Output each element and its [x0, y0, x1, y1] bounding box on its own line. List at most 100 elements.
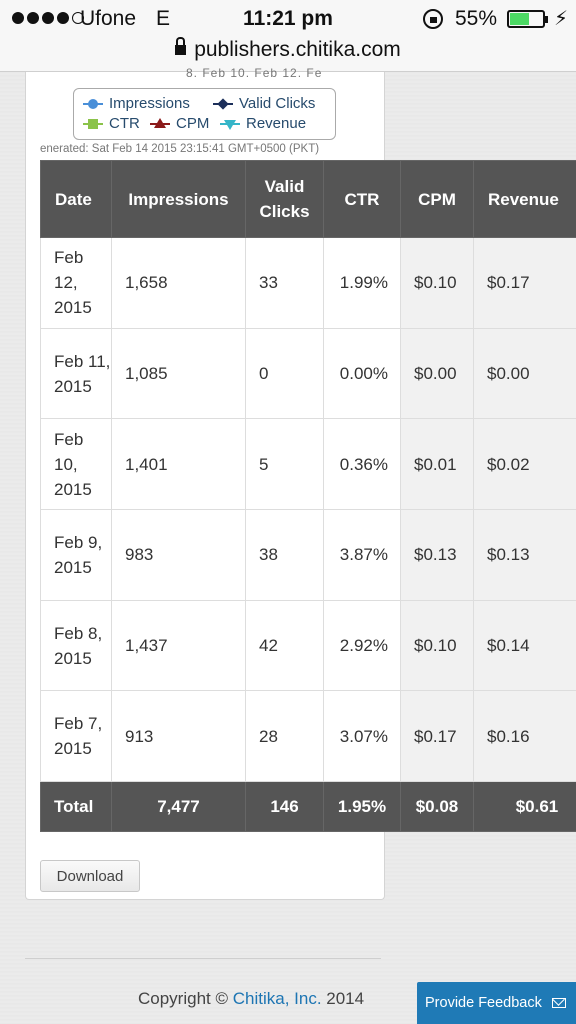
cell-revenue: $0.13 — [473, 509, 576, 601]
footer-divider — [25, 958, 381, 959]
cell-cpm: $0.10 — [400, 237, 474, 329]
total-valid-clicks: 146 — [245, 781, 324, 833]
legend-item-ctr[interactable]: CTR — [83, 115, 140, 132]
column-header-impressions[interactable]: Impressions — [111, 160, 246, 238]
cell-impressions: 983 — [111, 509, 246, 601]
copyright-year: 2014 — [321, 989, 365, 1008]
mail-icon — [551, 998, 566, 1008]
copyright-prefix: Copyright © — [138, 989, 233, 1008]
cell-valid-clicks: 38 — [245, 509, 324, 601]
cell-revenue: $0.00 — [473, 327, 576, 420]
column-header-valid-clicks[interactable]: Valid Clicks — [245, 160, 324, 238]
carrier-name: Ufone — [80, 7, 137, 30]
battery-percent: 55% — [455, 7, 498, 30]
legend-item-revenue[interactable]: Revenue — [220, 115, 306, 132]
cell-impressions: 1,658 — [111, 237, 246, 329]
copyright-notice: Copyright © Chitika, Inc. 2014 — [138, 989, 364, 1009]
table-header-row: Date Impressions Valid Clicks CTR CPM Re… — [40, 160, 576, 238]
battery-icon — [507, 10, 548, 28]
cell-revenue: $0.14 — [473, 599, 576, 692]
rotation-lock-icon — [423, 9, 443, 29]
cell-cpm: $0.10 — [400, 599, 474, 692]
legend-label: CTR — [109, 115, 140, 132]
cell-valid-clicks: 42 — [245, 599, 324, 692]
cell-date: Feb 9, 2015 — [40, 509, 112, 601]
cell-revenue: $0.17 — [473, 237, 576, 329]
clock: 11:21 pm — [243, 7, 333, 30]
table-row: Feb 9, 2015 983 38 3.87% $0.13 $0.13 — [40, 509, 576, 601]
cell-impressions: 1,401 — [111, 418, 246, 511]
total-ctr: 1.95% — [323, 781, 401, 833]
legend-label: Revenue — [246, 115, 307, 132]
cell-cpm: $0.00 — [400, 327, 474, 420]
triangle-up-marker-icon — [150, 117, 170, 130]
cell-ctr: 1.99% — [323, 237, 401, 329]
legend-label: CPM — [176, 115, 210, 132]
cell-ctr: 3.07% — [323, 690, 401, 783]
total-label: Total — [40, 781, 112, 833]
provide-feedback-button[interactable]: Provide Feedback — [417, 982, 576, 1024]
url-domain: publishers.chitika.com — [194, 38, 401, 61]
table-row: Feb 10, 2015 1,401 5 0.36% $0.01 $0.02 — [40, 418, 576, 511]
chart-axis-ticks-cutoff: 8. Feb 10. Feb 12. Fe — [186, 66, 323, 80]
square-marker-icon — [83, 118, 103, 130]
triangle-down-marker-icon — [220, 118, 240, 130]
table-row: Feb 12, 2015 1,658 33 1.99% $0.10 $0.17 — [40, 237, 576, 329]
total-cpm: $0.08 — [400, 781, 474, 833]
total-revenue: $0.61 — [473, 781, 576, 833]
chitika-link[interactable]: Chitika, Inc. — [232, 989, 322, 1008]
cell-ctr: 3.87% — [323, 509, 401, 601]
feedback-label: Provide Feedback — [425, 995, 542, 1011]
legend-item-impressions[interactable]: Impressions — [83, 95, 190, 112]
column-header-ctr[interactable]: CTR — [323, 160, 401, 238]
cell-valid-clicks: 5 — [245, 418, 324, 511]
cell-date: Feb 10, 2015 — [40, 418, 112, 511]
legend-item-valid-clicks[interactable]: Valid Clicks — [213, 95, 315, 112]
column-header-revenue[interactable]: Revenue — [473, 160, 576, 238]
cell-date: Feb 7, 2015 — [40, 690, 112, 783]
cell-valid-clicks: 0 — [245, 327, 324, 420]
cell-date: Feb 11, 2015 — [40, 327, 112, 420]
url-bar[interactable]: publishers.chitika.com — [0, 37, 576, 72]
cell-ctr: 2.92% — [323, 599, 401, 692]
lock-icon — [175, 37, 187, 55]
table-total-row: Total 7,477 146 1.95% $0.08 $0.61 — [40, 781, 576, 833]
circle-marker-icon — [83, 98, 103, 110]
cell-cpm: $0.01 — [400, 418, 474, 511]
cell-revenue: $0.02 — [473, 418, 576, 511]
bolt-icon: ⚡︎ — [554, 8, 569, 30]
table-row: Feb 7, 2015 913 28 3.07% $0.17 $0.16 — [40, 690, 576, 783]
cell-revenue: $0.16 — [473, 690, 576, 783]
legend-item-cpm[interactable]: CPM — [150, 115, 209, 132]
total-impressions: 7,477 — [111, 781, 246, 833]
generated-timestamp: enerated: Sat Feb 14 2015 23:15:41 GMT+0… — [40, 143, 320, 155]
column-header-label: Valid Clicks — [259, 177, 310, 221]
chart-legend: Impressions Valid Clicks CTR CPM Revenue — [73, 88, 336, 140]
battery-fill — [510, 13, 529, 25]
cell-impressions: 1,437 — [111, 599, 246, 692]
cell-valid-clicks: 28 — [245, 690, 324, 783]
cell-valid-clicks: 33 — [245, 237, 324, 329]
table-row: Feb 11, 2015 1,085 0 0.00% $0.00 $0.00 — [40, 327, 576, 420]
cell-impressions: 1,085 — [111, 327, 246, 420]
page-content: 8. Feb 10. Feb 12. Fe Impressions Valid … — [0, 66, 576, 1024]
cell-ctr: 0.36% — [323, 418, 401, 511]
cell-date: Feb 12, 2015 — [40, 237, 112, 329]
network-type: E — [156, 7, 171, 30]
diamond-marker-icon — [213, 97, 233, 110]
status-bar: Ufone E 11:21 pm 55% ⚡︎ — [0, 0, 576, 38]
cell-cpm: $0.13 — [400, 509, 474, 601]
legend-label: Valid Clicks — [239, 95, 316, 112]
stats-table: Date Impressions Valid Clicks CTR CPM Re… — [40, 160, 576, 833]
stats-table-scroll[interactable]: Date Impressions Valid Clicks CTR CPM Re… — [40, 160, 576, 834]
cell-cpm: $0.17 — [400, 690, 474, 783]
download-button[interactable]: Download — [40, 860, 140, 892]
table-row: Feb 8, 2015 1,437 42 2.92% $0.10 $0.14 — [40, 599, 576, 692]
column-header-cpm[interactable]: CPM — [400, 160, 474, 238]
signal-strength-icon — [12, 12, 84, 24]
cell-ctr: 0.00% — [323, 327, 401, 420]
cell-date: Feb 8, 2015 — [40, 599, 112, 692]
column-header-date[interactable]: Date — [40, 160, 112, 238]
legend-label: Impressions — [109, 95, 190, 112]
cell-impressions: 913 — [111, 690, 246, 783]
